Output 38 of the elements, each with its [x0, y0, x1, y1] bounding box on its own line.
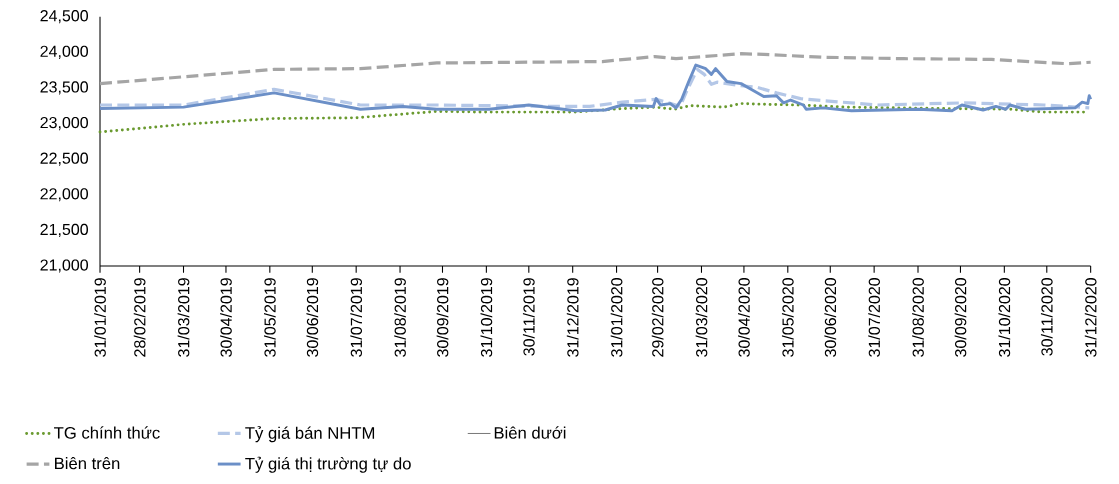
legend-label: Tỷ giá thị trường tự do	[245, 456, 411, 473]
x-tick-label: 31/03/2019	[177, 278, 190, 357]
y-tick-label: 22,500	[40, 152, 89, 166]
x-tick-label: 31/05/2019	[263, 278, 276, 357]
legend-label: Biên dưới	[494, 426, 566, 439]
legend-label: Biên trên	[55, 456, 120, 470]
x-tick-label: 31/07/2019	[350, 278, 363, 357]
legend-label: TG chính thức	[54, 426, 160, 439]
x-tick-label: 31/08/2020	[912, 278, 924, 357]
x-tick-label: 31/10/2020	[998, 278, 1011, 357]
legend-label: Tỷ giá bán NHTM	[245, 426, 375, 443]
x-tick-label: 31/07/2020	[868, 278, 880, 357]
x-tick-label: 30/06/2019	[306, 278, 319, 357]
x-tick-label: 31/12/2019	[566, 278, 579, 357]
y-tick-label: 21,000	[40, 259, 89, 273]
x-tick-label: 31/01/2019	[94, 278, 106, 357]
x-tick-label: 31/08/2019	[394, 278, 406, 357]
x-tick-label: 30/11/2019	[522, 278, 535, 356]
line-series	[98, 52, 1093, 86]
x-tick-label: 31/10/2019	[480, 278, 493, 357]
y-tick-label: 23,000	[40, 116, 89, 131]
y-tick-label: 21,500	[40, 223, 89, 237]
x-tick-label: 30/04/2019	[220, 278, 232, 357]
y-tick-label: 22,000	[40, 188, 89, 202]
x-tick-label: 30/06/2020	[824, 278, 837, 357]
x-tick-label: 30/09/2020	[954, 278, 967, 357]
x-tick-label: 28/02/2019	[133, 278, 146, 357]
y-tick-label: 24,500	[40, 10, 89, 24]
x-tick-label: 31/03/2020	[695, 278, 708, 357]
y-tick-label: 23,500	[40, 81, 89, 95]
y-tick-label: 24,000	[40, 45, 89, 59]
x-tick-label: 29/02/2020	[651, 278, 664, 357]
x-tick-label: 30/11/2020	[1040, 278, 1053, 356]
x-tick-label: 31/12/2020	[1084, 278, 1097, 357]
x-tick-label: 30/04/2020	[738, 278, 750, 357]
x-tick-label: 30/09/2019	[436, 278, 449, 357]
x-tick-label: 31/01/2020	[610, 278, 623, 357]
x-tick-label: 31/05/2020	[781, 278, 794, 357]
